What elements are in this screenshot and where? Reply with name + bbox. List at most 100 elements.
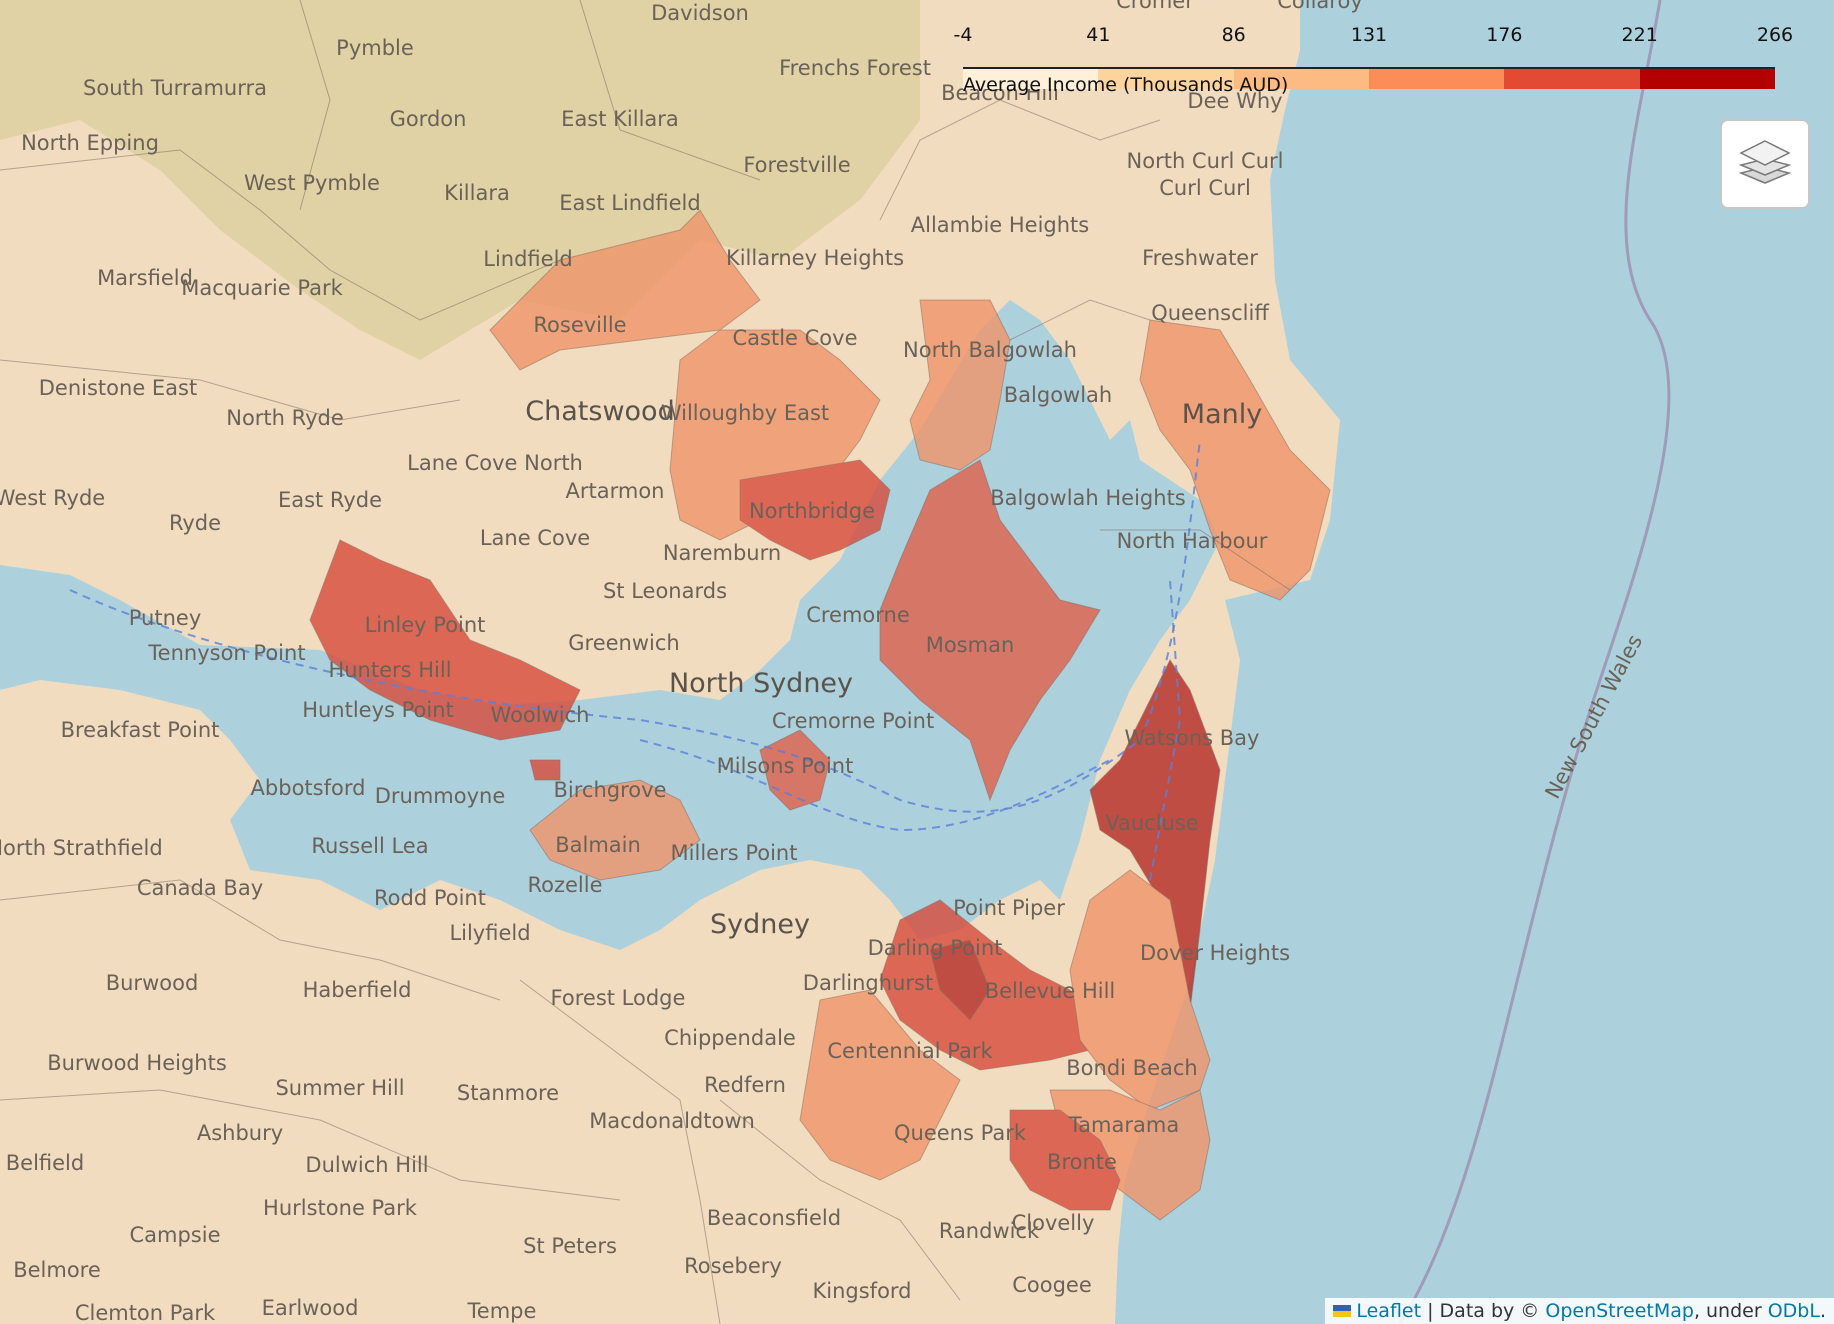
place-label: Russell Lea — [311, 834, 428, 858]
leaflet-link[interactable]: Leaflet — [1356, 1300, 1422, 1322]
middle-harbour-water — [1050, 440, 1160, 560]
place-label: Gordon — [390, 107, 467, 131]
suburb-willoughby-east[interactable] — [669, 329, 881, 541]
place-label: Collaroy — [1277, 0, 1363, 13]
attribution-under: , under — [1693, 1300, 1762, 1322]
legend-tick-label: -4 — [953, 24, 973, 46]
place-label: St Leonards — [603, 579, 727, 603]
place-label: Freshwater — [1142, 246, 1258, 270]
place-label: Naremburn — [663, 541, 781, 565]
place-label: Bondi Beach — [1066, 1056, 1197, 1080]
place-label: Queenscliff — [1151, 301, 1269, 325]
ocean — [1115, 0, 1834, 1324]
place-label: Denistone East — [39, 376, 197, 400]
place-label: North Balgowlah — [903, 338, 1077, 362]
legend-caption: Average Income (Thousands AUD) — [963, 74, 1289, 96]
place-label: Huntleys Point — [302, 698, 454, 722]
place-label: North Curl Curl — [1127, 149, 1284, 173]
legend-swatch — [1504, 69, 1640, 89]
suburb-balmain[interactable] — [529, 779, 701, 881]
place-label: Dulwich Hill — [305, 1153, 428, 1177]
place-label: Marsfield — [97, 266, 193, 290]
suburb-manly[interactable] — [1139, 319, 1331, 601]
state-boundary — [1398, 0, 1671, 1324]
place-label: North Ryde — [226, 406, 344, 430]
place-label: Burwood Heights — [47, 1051, 227, 1075]
place-label: Campsie — [129, 1223, 220, 1247]
place-label: Macdonaldtown — [589, 1109, 755, 1133]
odbl-link[interactable]: ODbL — [1767, 1300, 1820, 1322]
place-label: Lilyfield — [449, 921, 530, 945]
place-label: Lane Cove — [480, 526, 590, 550]
place-label: East Ryde — [278, 488, 382, 512]
place-label: Bronte — [1047, 1150, 1117, 1174]
place-label: Tempe — [467, 1299, 537, 1323]
suburb-northbridge[interactable] — [739, 459, 891, 561]
bushland-area — [0, 0, 920, 360]
place-label: Redfern — [704, 1073, 786, 1097]
place-label: Castle Cove — [733, 326, 858, 350]
layers-icon — [1737, 137, 1793, 191]
place-label: Rozelle — [527, 873, 602, 897]
place-label: Milsons Point — [717, 754, 854, 778]
place-label: Greenwich — [568, 631, 679, 655]
suburb-hunters-hill[interactable] — [309, 539, 581, 741]
suburb-centennial-park[interactable] — [799, 989, 961, 1181]
legend-tick-label: 266 — [1756, 24, 1794, 46]
place-label: Artarmon — [566, 479, 665, 503]
place-label: Hurlstone Park — [263, 1196, 418, 1220]
layers-control-button[interactable] — [1720, 119, 1810, 209]
place-label: North Strathfield — [0, 836, 163, 860]
place-label: Davidson — [651, 1, 749, 25]
legend-tick-label: 176 — [1486, 24, 1523, 46]
place-label: West Ryde — [0, 486, 105, 510]
suburb-north-balgowlah[interactable] — [909, 299, 1011, 471]
place-label: Birchgrove — [554, 778, 667, 802]
place-label: Beaconsfield — [707, 1206, 841, 1230]
place-label: Killara — [444, 181, 510, 205]
place-label: Woolwich — [491, 703, 590, 727]
place-label: Balgowlah — [1004, 383, 1112, 407]
place-label: Tennyson Point — [147, 641, 305, 665]
map-attribution: Leaflet | Data by © OpenStreetMap , unde… — [1325, 1298, 1834, 1324]
color-legend: -4 41 86 131 176 221 266 Average Income (Thous… — [953, 20, 1794, 100]
place-label: Balmain — [555, 833, 641, 857]
place-labels: Davidson Cromer Collaroy Pymble South Turram… — [0, 0, 1647, 1324]
place-label: Cremorne — [806, 603, 910, 627]
suburb-birchgrove[interactable] — [529, 759, 561, 781]
place-label: Watsons Bay — [1125, 726, 1260, 750]
openstreetmap-link[interactable]: OpenStreetMap — [1545, 1300, 1694, 1322]
place-label: Kingsford — [812, 1279, 911, 1303]
place-label: Pymble — [336, 36, 414, 60]
place-label: Chippendale — [664, 1026, 796, 1050]
place-label: Burwood — [106, 971, 199, 995]
place-label: Canada Bay — [137, 876, 263, 900]
suburb-darling-point[interactable] — [929, 939, 991, 1021]
harbour-water — [0, 300, 1220, 950]
legend-swatch — [1098, 69, 1234, 89]
place-label: North Epping — [21, 131, 159, 155]
place-label: Willoughby East — [661, 401, 829, 425]
place-label: Point Piper — [953, 896, 1065, 920]
place-label: Breakfast Point — [61, 718, 220, 742]
place-label: Putney — [129, 606, 202, 630]
suburb-bronte[interactable] — [1009, 1109, 1121, 1211]
place-label: Mosman — [926, 633, 1015, 657]
place-label: Linley Point — [365, 613, 486, 637]
legend-swatch — [963, 69, 1099, 89]
suburb-roseville[interactable] — [489, 209, 761, 371]
place-label: Chatswood — [525, 396, 674, 427]
place-label: Lindfield — [483, 247, 573, 271]
suburb-mosman[interactable] — [879, 459, 1101, 802]
place-label: Drummoyne — [375, 784, 506, 808]
place-label: Clovelly — [1012, 1211, 1095, 1235]
area-borders — [0, 0, 1291, 1324]
place-label: Frenchs Forest — [779, 56, 931, 80]
place-label: Tamarama — [1068, 1113, 1179, 1137]
place-label: Manly — [1182, 399, 1262, 430]
place-label: Darling Point — [868, 936, 1003, 960]
legend-swatch — [1233, 69, 1369, 89]
place-label: Coogee — [1012, 1273, 1092, 1297]
